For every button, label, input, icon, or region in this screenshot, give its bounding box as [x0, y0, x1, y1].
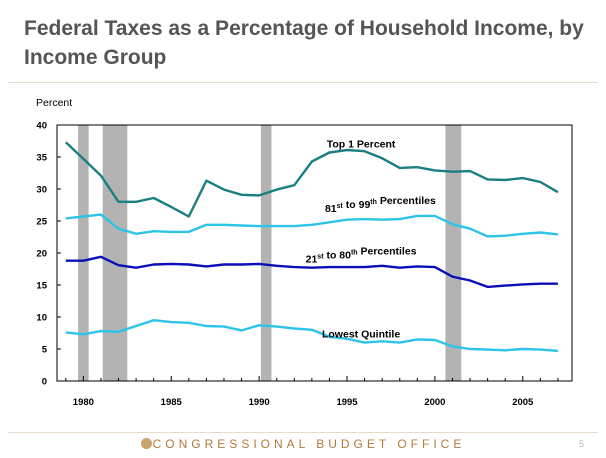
y-tick-label: 40	[36, 121, 47, 132]
series-line	[65, 255, 558, 289]
title-divider	[8, 82, 598, 83]
y-tick-label: 15	[36, 281, 47, 292]
y-axis-label: Percent	[36, 97, 72, 109]
x-tick-label: 2005	[512, 397, 534, 408]
series-label: Top 1 Percent	[327, 138, 396, 150]
series-line	[65, 213, 559, 238]
x-tick-label: 1985	[161, 397, 183, 408]
footer-divider	[8, 432, 598, 433]
recession-bar	[102, 125, 128, 381]
series-label: 81st to 99th Percentiles	[325, 195, 436, 215]
tax-chart: 0 5 10 15 20 25 30 35 40 Percent 1980 1985 1990 1995 2…	[36, 97, 573, 408]
footer-text: CONGRESSIONAL BUDGET OFFICE	[152, 437, 466, 451]
y-tick-label: 30	[36, 185, 47, 196]
page-number: 5	[578, 439, 584, 449]
y-tick-label: 20	[36, 249, 47, 260]
series-line	[64, 141, 559, 218]
x-tick-label: 1995	[336, 397, 358, 408]
series-label: Lowest Quintile	[322, 328, 400, 340]
cbo-logo-icon	[140, 438, 152, 449]
recession-bar	[78, 125, 89, 381]
series-label: 21st to 80th Percentiles	[306, 246, 417, 266]
footer: CONGRESSIONAL BUDGET OFFICE	[0, 437, 606, 451]
slide-title: Federal Taxes as a Percentage of Househo…	[24, 17, 584, 69]
x-tick-label: 2000	[424, 397, 445, 408]
y-tick-label: 0	[42, 377, 47, 388]
x-tick-label: 1990	[249, 397, 270, 408]
series-line	[65, 319, 558, 353]
y-tick-label: 25	[36, 217, 47, 228]
recession-bar	[445, 125, 462, 381]
y-tick-label: 5	[42, 345, 48, 356]
y-tick-label: 10	[36, 313, 47, 324]
y-tick-label: 35	[36, 153, 47, 164]
x-tick-label: 1980	[73, 397, 94, 408]
recession-bar	[260, 125, 272, 381]
